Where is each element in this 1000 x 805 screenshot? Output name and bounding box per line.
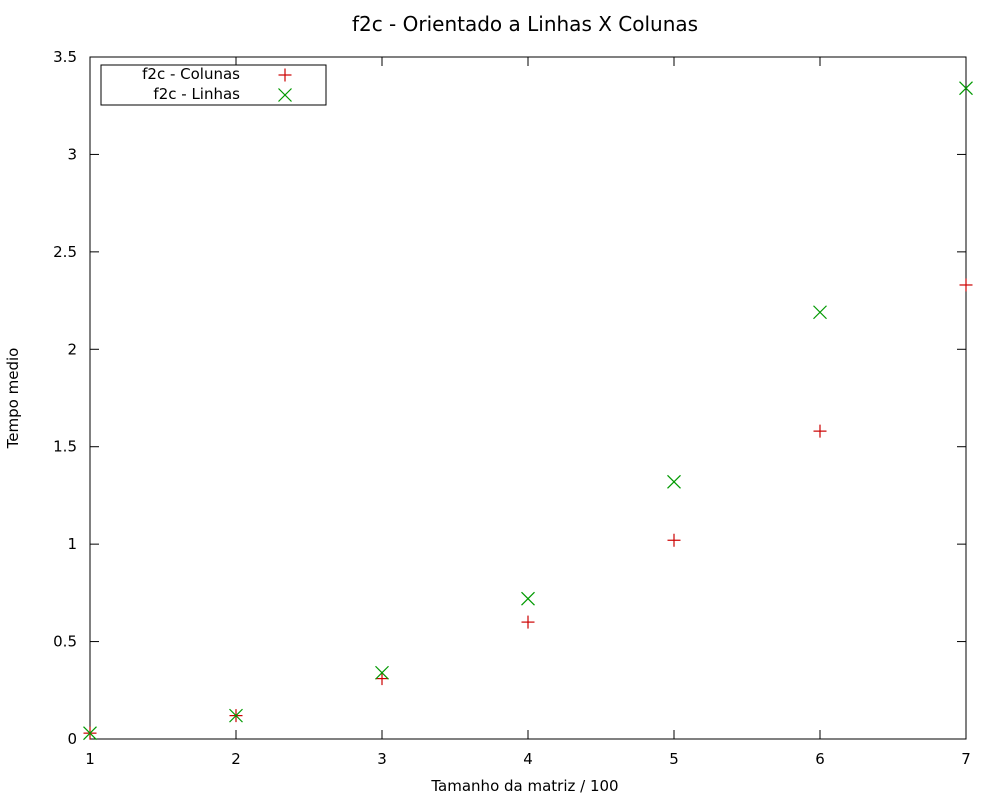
colunas-point (667, 533, 681, 547)
y-tick-label: 0.5 (53, 633, 77, 651)
legend: f2c - Colunas f2c - Linhas (100, 64, 327, 106)
y-tick-label: 1 (67, 535, 77, 553)
colunas-point (959, 278, 973, 292)
linhas-point (521, 591, 535, 606)
x-tick-label: 4 (523, 750, 533, 768)
legend-marker (278, 68, 292, 82)
y-tick-label: 1.5 (53, 438, 77, 456)
legend-marker (278, 88, 292, 102)
x-tick-label: 7 (961, 750, 971, 768)
linhas-point (813, 305, 827, 320)
linhas-point (229, 708, 243, 723)
chart-title: f2c - Orientado a Linhas X Colunas (352, 12, 698, 36)
legend-label: f2c - Linhas (153, 85, 240, 103)
y-tick-label: 3 (67, 145, 77, 163)
x-tick-label: 2 (231, 750, 241, 768)
colunas-point (813, 424, 827, 438)
y-axis-label: Tempo medio (4, 348, 22, 450)
linhas-point (667, 474, 681, 489)
linhas-point (959, 81, 973, 96)
x-tick-label: 6 (815, 750, 825, 768)
axis-ticks: 1 2 3 4 5 6 7 0 0.5 1 1.5 2 2.5 3 3.5 (53, 48, 971, 768)
y-tick-label: 2 (67, 340, 77, 358)
x-tick-label: 5 (669, 750, 679, 768)
data-points (83, 81, 973, 741)
y-tick-label: 0 (67, 730, 77, 748)
colunas-point (375, 672, 389, 686)
linhas-point (83, 726, 97, 741)
y-tick-label: 3.5 (53, 48, 77, 66)
plot-frame (89, 56, 967, 740)
x-tick-label: 3 (377, 750, 387, 768)
legend-label: f2c - Colunas (142, 65, 240, 83)
x-tick-label: 1 (85, 750, 95, 768)
y-tick-label: 2.5 (53, 243, 77, 261)
x-axis-label: Tamanho da matriz / 100 (430, 777, 618, 795)
linhas-point (375, 665, 389, 680)
colunas-point (521, 615, 535, 629)
